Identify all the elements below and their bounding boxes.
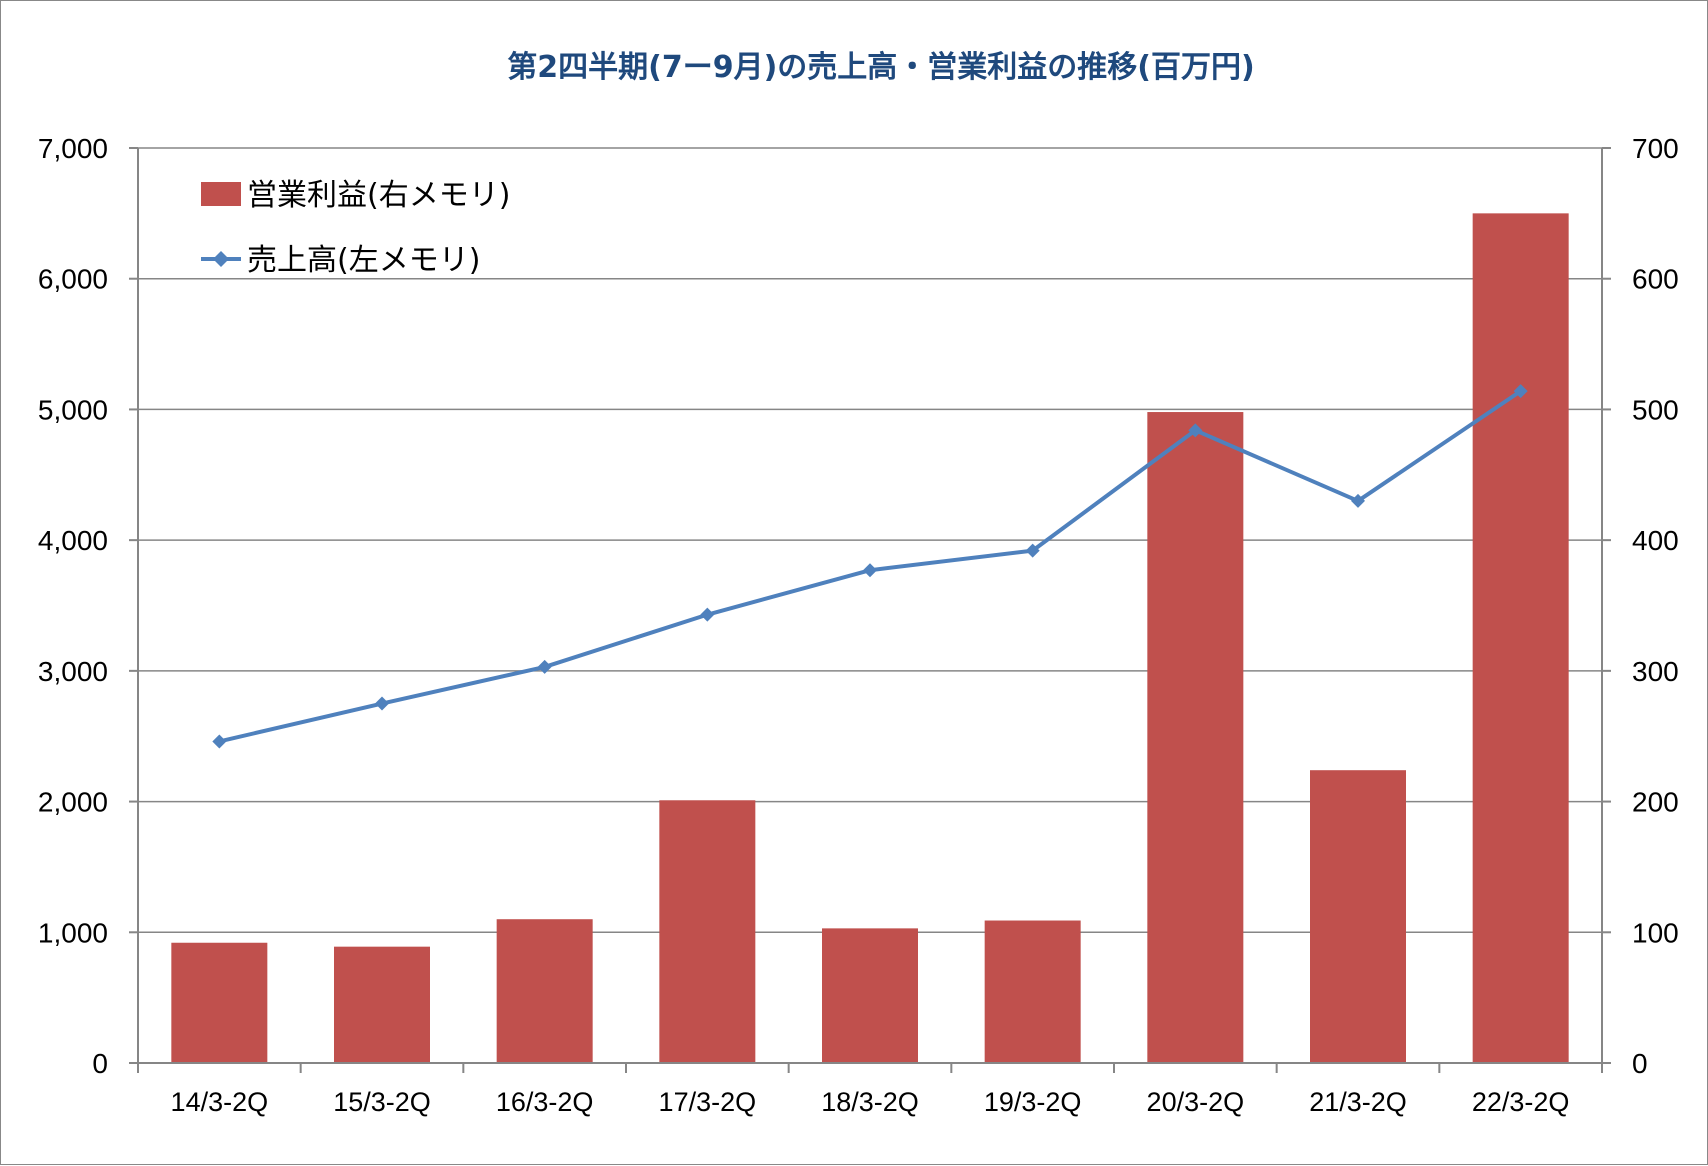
right-axis-tick-label: 600	[1632, 264, 1679, 295]
sales-point	[537, 659, 552, 674]
sales-point	[700, 607, 715, 622]
category-label: 18/3-2Q	[821, 1087, 919, 1117]
bar-operating-profit	[1472, 213, 1569, 1063]
sales-point	[1025, 543, 1040, 558]
axes	[129, 147, 1611, 1073]
left-axis-tick-label: 4,000	[38, 525, 108, 556]
sales-point	[212, 734, 227, 749]
left-axis-tick-label: 3,000	[38, 656, 108, 687]
category-label: 14/3-2Q	[171, 1087, 269, 1117]
sales-point	[1188, 423, 1203, 438]
left-axis-tick-label: 0	[92, 1048, 108, 1079]
right-axis-tick-label: 200	[1632, 787, 1679, 818]
left-axis-tick-label: 2,000	[38, 787, 108, 818]
legend-label-operating-profit: 営業利益(右メモリ)	[247, 178, 510, 213]
left-axis-tick-label: 5,000	[38, 394, 108, 425]
right-axis-ticks: 0 100 200 300 400 500 600 700	[1632, 133, 1679, 1079]
category-label: 19/3-2Q	[984, 1087, 1082, 1117]
category-label: 17/3-2Q	[659, 1087, 757, 1117]
right-axis-tick-label: 100	[1632, 917, 1679, 948]
left-axis-ticks: 0 1,000 2,000 3,000 4,000 5,000 6,000 7,000	[38, 133, 108, 1079]
left-axis-tick-label: 1,000	[38, 917, 108, 948]
bar-operating-profit	[984, 920, 1081, 1063]
chart-title: 第2四半期(7ー9月)の売上高・営業利益の推移(百万円)	[507, 50, 1254, 85]
bar-operating-profit	[496, 919, 593, 1063]
bar-operating-profit	[334, 946, 430, 1063]
category-label: 16/3-2Q	[496, 1087, 594, 1117]
right-axis-tick-label: 400	[1632, 525, 1679, 556]
bar-operating-profit	[1310, 770, 1406, 1063]
bar-operating-profit	[171, 942, 268, 1063]
category-label: 21/3-2Q	[1309, 1087, 1407, 1117]
legend-marker-sales	[213, 251, 229, 267]
category-label: 15/3-2Q	[333, 1087, 431, 1117]
right-axis-tick-label: 700	[1632, 133, 1679, 164]
category-label: 22/3-2Q	[1472, 1087, 1570, 1117]
legend-swatch-operating-profit	[201, 182, 241, 206]
sales-point	[375, 696, 389, 711]
bar-operating-profit	[822, 928, 918, 1063]
right-axis-tick-label: 0	[1632, 1048, 1648, 1079]
left-axis-tick-label: 6,000	[38, 264, 108, 295]
sales-point	[863, 563, 877, 578]
bar-operating-profit	[659, 800, 756, 1063]
category-label: 20/3-2Q	[1147, 1087, 1245, 1117]
bar-series-operating-profit	[171, 213, 1569, 1063]
legend-label-sales: 売上高(左メモリ)	[247, 243, 480, 278]
left-axis-tick-label: 7,000	[38, 133, 108, 164]
sales-point	[1351, 493, 1365, 508]
legend: 営業利益(右メモリ) 売上高(左メモリ)	[201, 178, 510, 278]
right-axis-tick-label: 300	[1632, 656, 1679, 687]
sales-point	[1513, 384, 1528, 399]
right-axis-tick-label: 500	[1632, 394, 1679, 425]
bar-operating-profit	[1147, 412, 1244, 1063]
category-axis-labels: 14/3-2Q 15/3-2Q 16/3-2Q 17/3-2Q 18/3-2Q 19/3-…	[171, 1087, 1570, 1117]
gridlines	[138, 147, 1602, 934]
line-series-sales	[212, 384, 1528, 749]
